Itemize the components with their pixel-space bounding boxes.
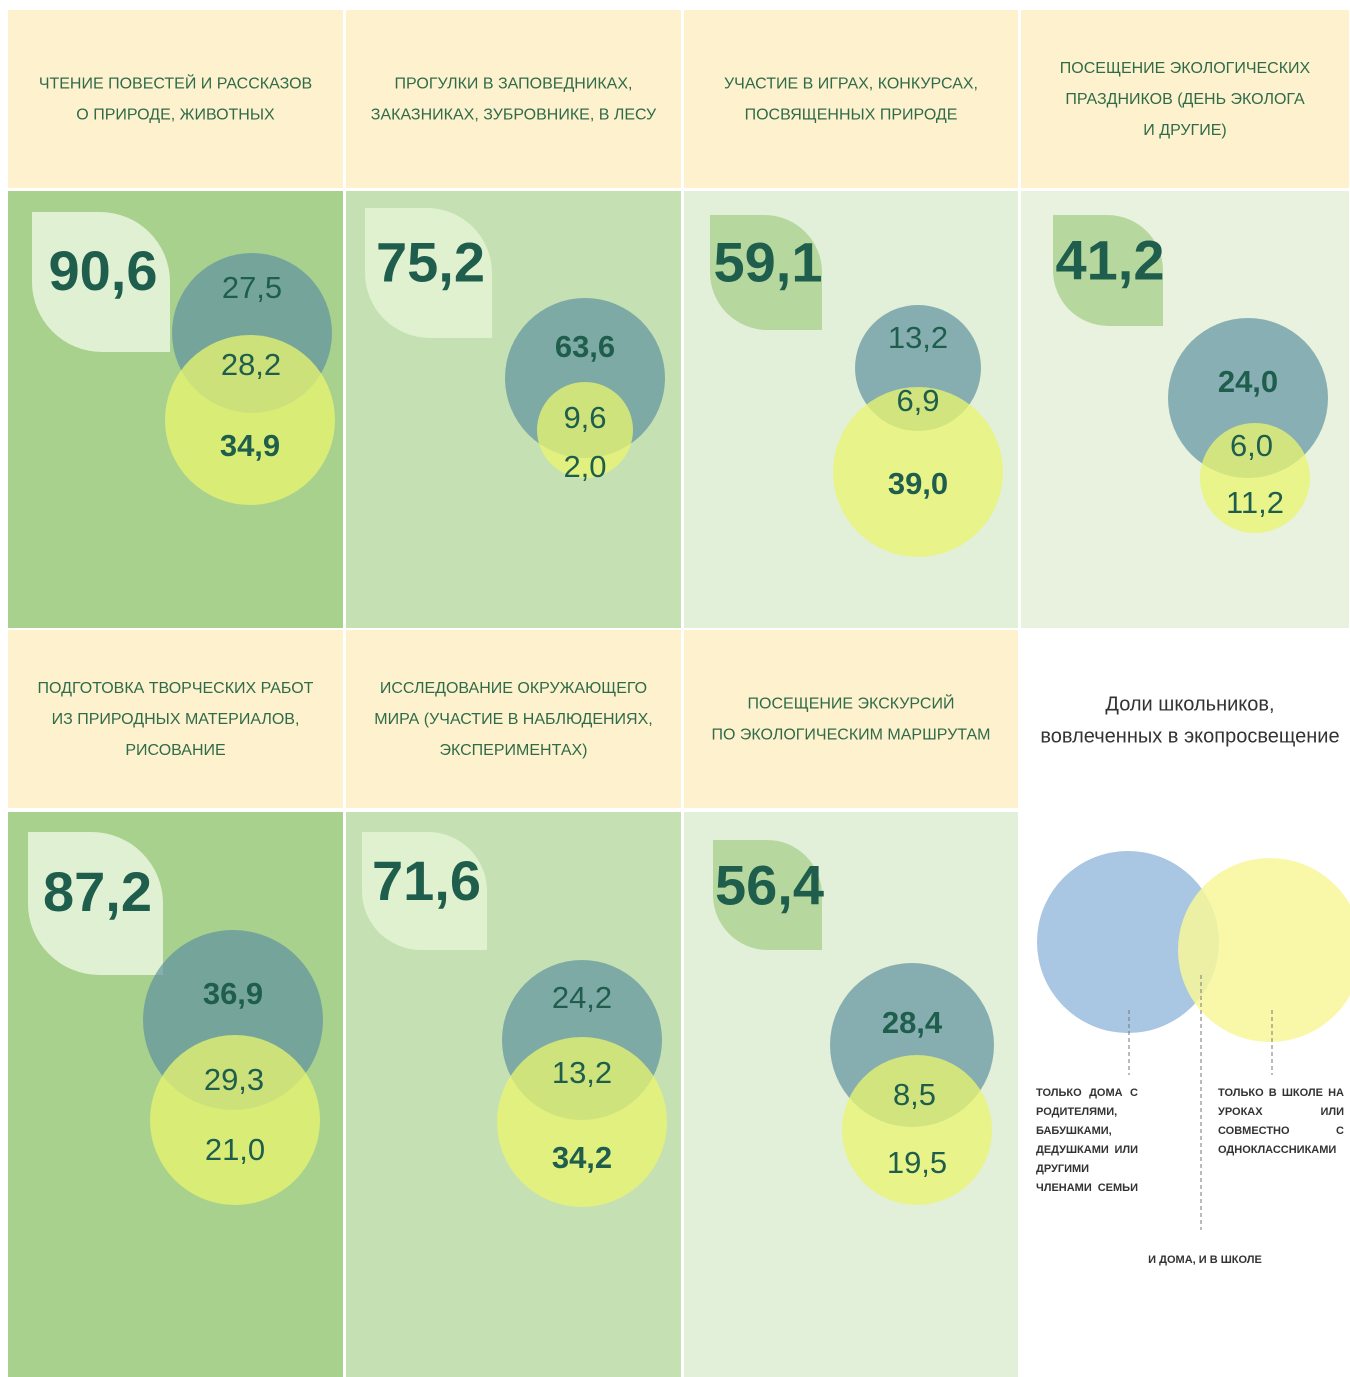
legend-school-circle	[1178, 858, 1350, 1042]
card-title: ЧТЕНИЕ ПОВЕСТЕЙ И РАССКАЗОВ	[39, 74, 312, 93]
header-bg	[346, 10, 681, 188]
legend-home: ТОЛЬКО ДОМА С РОДИТЕЛЯМИ, БАБУШКАМИ, ДЕД…	[1036, 1087, 1138, 1194]
school-value: 34,2	[552, 1140, 612, 1175]
home-value: 36,9	[203, 976, 263, 1011]
card-title: ПОСВЯЩЕННЫХ ПРИРОДЕ	[745, 107, 958, 124]
header-bg	[1021, 10, 1349, 188]
card-title: ПОСЕЩЕНИЕ ЭКСКУРСИЙ	[748, 694, 955, 713]
school-value: 39,0	[888, 466, 948, 501]
total-value: 75,2	[376, 230, 485, 293]
card-title: И ДРУГИЕ)	[1143, 122, 1226, 139]
both-value: 6,0	[1230, 428, 1273, 463]
home-value: 13,2	[888, 320, 948, 355]
header-bg	[8, 630, 343, 808]
card-title: УЧАСТИЕ В ИГРАХ, КОНКУРСАХ,	[724, 76, 978, 93]
school-value: 11,2	[1226, 485, 1284, 520]
school-circle	[150, 1035, 320, 1205]
home-value: 63,6	[555, 329, 615, 364]
card-title: ПО ЭКОЛОГИЧЕСКИМ МАРШРУТАМ	[712, 727, 991, 744]
school-value: 2,0	[563, 449, 606, 484]
total-value: 59,1	[714, 231, 823, 294]
school-circle	[842, 1055, 992, 1205]
school-circle	[165, 335, 335, 505]
card-title: ПОСЕЩЕНИЕ ЭКОЛОГИЧЕСКИХ	[1060, 60, 1311, 77]
card-title: ПРАЗДНИКОВ (ДЕНЬ ЭКОЛОГА	[1065, 91, 1305, 108]
school-circle	[497, 1037, 667, 1207]
card-title: О ПРИРОДЕ, ЖИВОТНЫХ	[76, 107, 275, 124]
card-title: ИССЛЕДОВАНИЕ ОКРУЖАЮЩЕГО	[380, 680, 647, 697]
card-title: ЗАКАЗНИКАХ, ЗУБРОВНИКЕ, В ЛЕСУ	[371, 107, 657, 124]
card-title: ЭКСПЕРИМЕНТАХ)	[439, 742, 587, 759]
legend-home-circle	[1037, 851, 1219, 1033]
leaf	[32, 212, 170, 352]
both-value: 9,6	[563, 400, 606, 435]
both-value: 13,2	[552, 1055, 612, 1090]
school-value: 19,5	[887, 1145, 947, 1180]
legend-overlap	[1037, 851, 1219, 1033]
both-value: 29,3	[204, 1062, 264, 1097]
card-title: РИСОВАНИЕ	[125, 742, 225, 759]
legend-title: вовлеченных в экопросвещение	[1040, 725, 1339, 747]
home-value: 28,4	[882, 1005, 943, 1040]
legend-both: И ДОМА, И В ШКОЛЕ	[1148, 1254, 1262, 1266]
leaf	[1053, 215, 1163, 327]
header-bg	[684, 630, 1018, 808]
school-circle	[1200, 423, 1310, 533]
leaf	[362, 832, 487, 950]
leaf	[28, 832, 163, 975]
total-value: 56,4	[715, 853, 824, 916]
total-value: 41,2	[1056, 229, 1165, 292]
total-value: 71,6	[372, 849, 481, 912]
header-bg	[8, 10, 343, 188]
total-value: 87,2	[43, 860, 152, 923]
both-value: 6,9	[896, 383, 939, 418]
both-value: 8,5	[893, 1077, 936, 1112]
header-bg	[346, 630, 681, 808]
header-bg	[684, 10, 1018, 188]
legend-school: ТОЛЬКО В ШКОЛЕ НА УРОКАХ ИЛИ СОВМЕСТНО С…	[1218, 1087, 1344, 1156]
school-value: 34,9	[220, 428, 280, 463]
home-value: 24,0	[1218, 364, 1278, 399]
both-value: 28,2	[221, 347, 281, 382]
leaf	[365, 208, 492, 338]
card-title: ИЗ ПРИРОДНЫХ МАТЕРИАЛОВ,	[52, 711, 300, 728]
school-value: 21,0	[205, 1132, 265, 1167]
leaf	[713, 840, 822, 950]
card-title: ПОДГОТОВКА ТВОРЧЕСКИХ РАБОТ	[38, 680, 314, 697]
legend-title: Доли школьников,	[1105, 693, 1274, 715]
leaf	[710, 215, 822, 330]
home-value: 24,2	[552, 980, 612, 1015]
home-value: 27,5	[222, 270, 282, 305]
card-title: МИРА (УЧАСТИЕ В НАБЛЮДЕНИЯХ,	[374, 711, 652, 728]
school-circle	[833, 387, 1003, 557]
total-value: 90,6	[49, 239, 158, 302]
school-circle	[537, 382, 633, 478]
card-title: ПРОГУЛКИ В ЗАПОВЕДНИКАХ,	[395, 76, 633, 93]
